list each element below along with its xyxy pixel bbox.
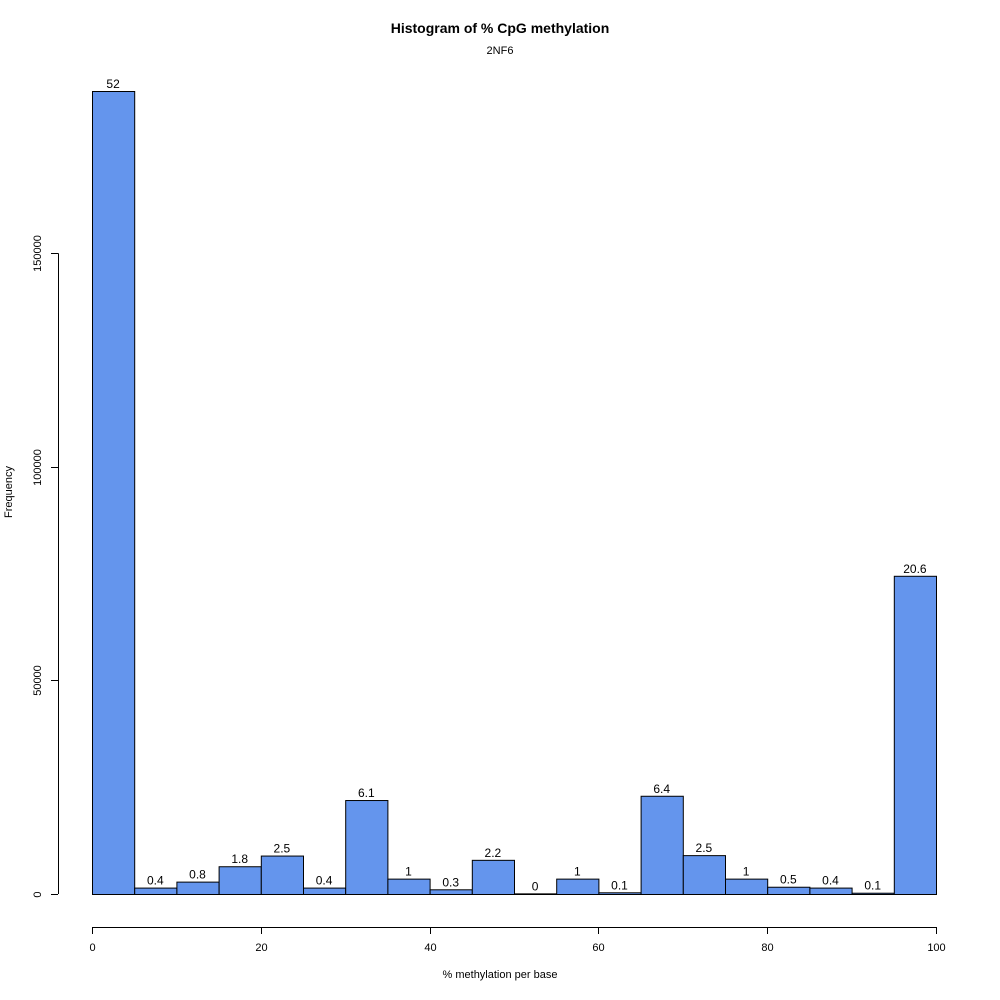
histogram-bar: [851, 892, 895, 896]
histogram-bar: [345, 800, 389, 896]
y-tick-label: 100000: [32, 449, 44, 486]
bar-value-label: 0.1: [864, 879, 881, 893]
histogram-bar: [682, 855, 726, 896]
histogram-bar: [809, 887, 853, 895]
histogram-bar: [471, 859, 515, 895]
bar-value-label: 0.3: [442, 875, 459, 889]
chart-subtitle: 2NF6: [486, 45, 514, 57]
bar-value-label: 0.1: [611, 878, 628, 892]
x-tick-label: 100: [927, 942, 945, 954]
bar-value-label: 0.4: [147, 874, 164, 888]
bar-value-label: 0.4: [822, 874, 839, 888]
histogram-bar: [260, 855, 304, 896]
y-tick-label: 0: [32, 891, 44, 897]
histogram-bar: [303, 887, 347, 895]
histogram-bar: [640, 795, 684, 895]
bar-value-label: 20.6: [903, 562, 927, 576]
bar-value-label: 0.8: [189, 868, 206, 882]
x-tick-label: 80: [761, 942, 773, 954]
histogram-bar: [893, 575, 937, 896]
bar-value-label: 1: [743, 865, 750, 879]
y-tick-label: 50000: [32, 665, 44, 696]
histogram-bar: [429, 889, 473, 895]
bar-value-label: 2.2: [485, 846, 502, 860]
histogram-bar: [387, 878, 431, 896]
x-tick-label: 20: [255, 942, 267, 954]
bar-value-label: 0.5: [780, 873, 797, 887]
bar-value-label: 0.4: [316, 874, 333, 888]
x-tick-label: 60: [592, 942, 604, 954]
y-tick-label: 150000: [32, 235, 44, 272]
bar-value-label: 1.8: [231, 852, 248, 866]
histogram-bar: [725, 878, 769, 896]
histogram-bar: [176, 881, 220, 895]
histogram-bar: [514, 893, 558, 896]
bar-value-label: 2.5: [696, 841, 713, 855]
bar-value-label: 1: [405, 865, 412, 879]
histogram-bar: [556, 878, 600, 896]
chart-title: Histogram of % CpG methylation: [390, 20, 610, 36]
histogram-bar: [767, 886, 811, 896]
histogram-bar: [598, 892, 642, 896]
bar-value-label: 6.4: [653, 782, 670, 796]
x-axis-label: % methylation per base: [442, 969, 558, 981]
x-tick-label: 40: [424, 942, 436, 954]
bar-value-label: 6.1: [358, 786, 375, 800]
histogram-bar: [218, 866, 262, 895]
bar-value-label: 52: [106, 77, 120, 91]
bar-value-label: 1: [574, 865, 581, 879]
histogram-bar: [134, 887, 178, 895]
bar-value-label: 0: [532, 879, 539, 893]
bar-value-label: 2.5: [274, 842, 291, 856]
histogram-bar: [92, 91, 136, 895]
x-tick-label: 0: [89, 942, 95, 954]
